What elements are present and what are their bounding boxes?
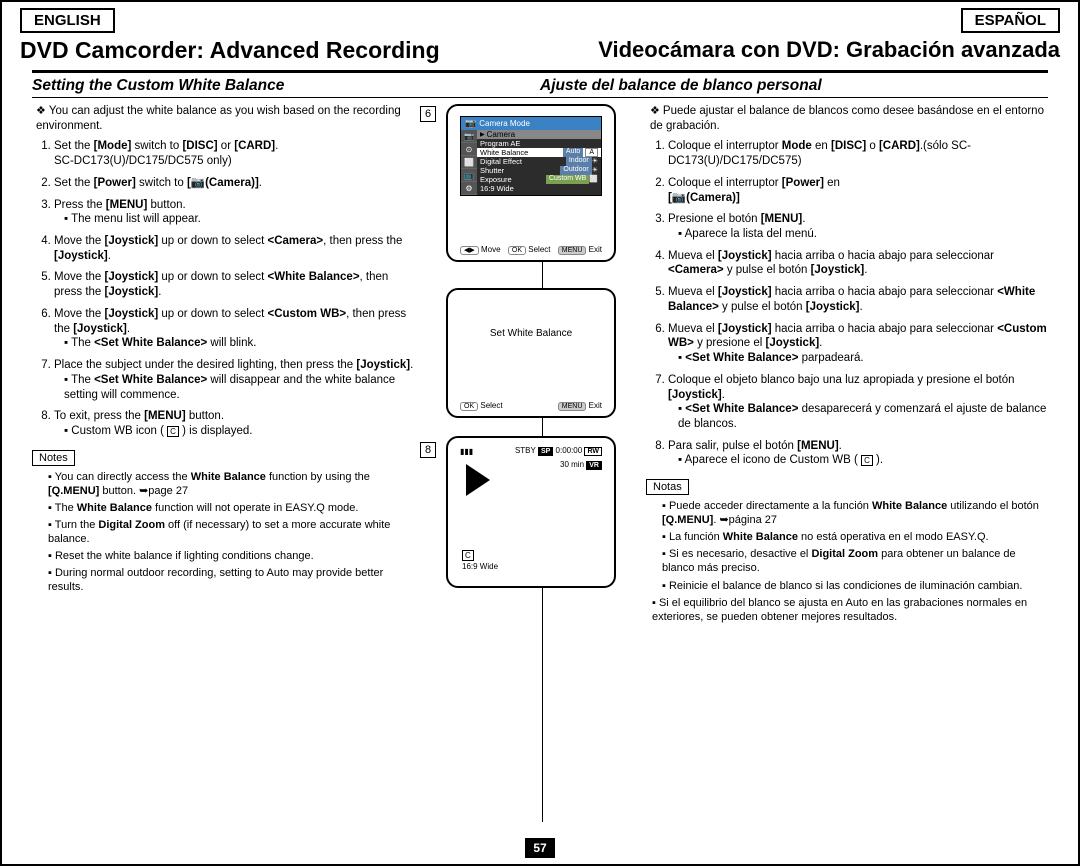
play-icon <box>466 464 490 496</box>
lang-english: ENGLISH <box>20 8 115 33</box>
subtitle-es: Ajuste del balance de blanco personal <box>540 77 1048 98</box>
intro-en: You can adjust the white balance as you … <box>32 104 416 133</box>
subtitle-row: Setting the Custom White Balance Ajuste … <box>2 77 1078 98</box>
battery-icon: ▮▮▮ <box>460 447 473 456</box>
figlabel-8: 8 <box>420 442 436 458</box>
figlabel-6: 6 <box>420 106 436 122</box>
page-number: 57 <box>525 838 555 858</box>
step-5-es: Mueva el [Joystick] hacia arriba o hacia… <box>668 285 1048 314</box>
step-4-es: Mueva el [Joystick] hacia arriba o hacia… <box>668 249 1048 278</box>
title-row: DVD Camcorder: Advanced Recording Videoc… <box>2 33 1078 66</box>
step-4: Move the [Joystick] up or down to select… <box>54 234 416 263</box>
rule <box>32 70 1048 73</box>
menu-side-icons: 📷⊙⬜📺⚙ <box>461 130 477 195</box>
customwb-icon: C <box>861 455 873 466</box>
customwb-icon: C <box>167 426 179 437</box>
lcd-screen-7: Set White Balance OK Select MENU Exit <box>446 288 616 418</box>
steps-en: Set the [Mode] switch to [DISC] or [CARD… <box>32 139 416 438</box>
notes-label-es: Notas <box>646 479 689 495</box>
step-3: Press the [MENU] button. The menu list w… <box>54 198 416 227</box>
manual-page: ENGLISH ESPAÑOL DVD Camcorder: Advanced … <box>0 0 1080 866</box>
language-bar: ENGLISH ESPAÑOL <box>2 2 1078 33</box>
step-5: Move the [Joystick] up or down to select… <box>54 270 416 299</box>
notes-es-wide: Si el equilibrio del blanco se ajusta en… <box>646 596 1048 624</box>
step-7-es: Coloque el objeto blanco bajo una luz ap… <box>668 373 1048 432</box>
step-3-es: Presione el botón [MENU]. Aparece la lis… <box>668 212 1048 241</box>
title-en: DVD Camcorder: Advanced Recording <box>20 37 540 64</box>
step-8-es: Para salir, pulse el botón [MENU]. Apare… <box>668 439 1048 468</box>
step-1: Set the [Mode] switch to [DISC] or [CARD… <box>54 139 416 168</box>
lcd-screen-6: Camera Mode 📷⊙⬜📺⚙ Camera Program AE Whit… <box>446 104 616 262</box>
step-1-es: Coloque el interruptor Mode en [DISC] o … <box>668 139 1048 168</box>
customwb-icon: C <box>462 550 474 561</box>
col-figures: 6 Camera Mode 📷⊙⬜📺⚙ Camera Program AE Wh… <box>422 104 640 627</box>
title-es: Videocámara con DVD: Grabación avanzada <box>540 37 1060 64</box>
notes-es: Puede acceder directamente a la función … <box>646 499 1048 592</box>
step-8: To exit, press the [MENU] button. Custom… <box>54 409 416 438</box>
step-2: Set the [Power] switch to [📷(Camera)]. <box>54 176 416 191</box>
col-spanish: Puede ajustar el balance de blancos como… <box>640 104 1048 627</box>
notes-label-en: Notes <box>32 450 75 466</box>
step-6: Move the [Joystick] up or down to select… <box>54 307 416 351</box>
step-7: Place the subject under the desired ligh… <box>54 358 416 402</box>
notes-en: You can directly access the White Balanc… <box>32 470 416 595</box>
col-english: You can adjust the white balance as you … <box>32 104 422 627</box>
step-6-es: Mueva el [Joystick] hacia arriba o hacia… <box>668 322 1048 366</box>
step-2-es: Coloque el interruptor [Power] en [📷(Cam… <box>668 176 1048 205</box>
steps-es: Coloque el interruptor Mode en [DISC] o … <box>646 139 1048 468</box>
camcorder-icon <box>465 118 476 129</box>
content-row: You can adjust the white balance as you … <box>2 98 1078 627</box>
lang-spanish: ESPAÑOL <box>961 8 1060 33</box>
subtitle-en: Setting the Custom White Balance <box>32 77 540 98</box>
lcd-screen-8: ▮▮▮ STBY SP 0:00:00 RW 30 min VR C 16:9 … <box>446 436 616 588</box>
intro-es: Puede ajustar el balance de blancos como… <box>646 104 1048 133</box>
